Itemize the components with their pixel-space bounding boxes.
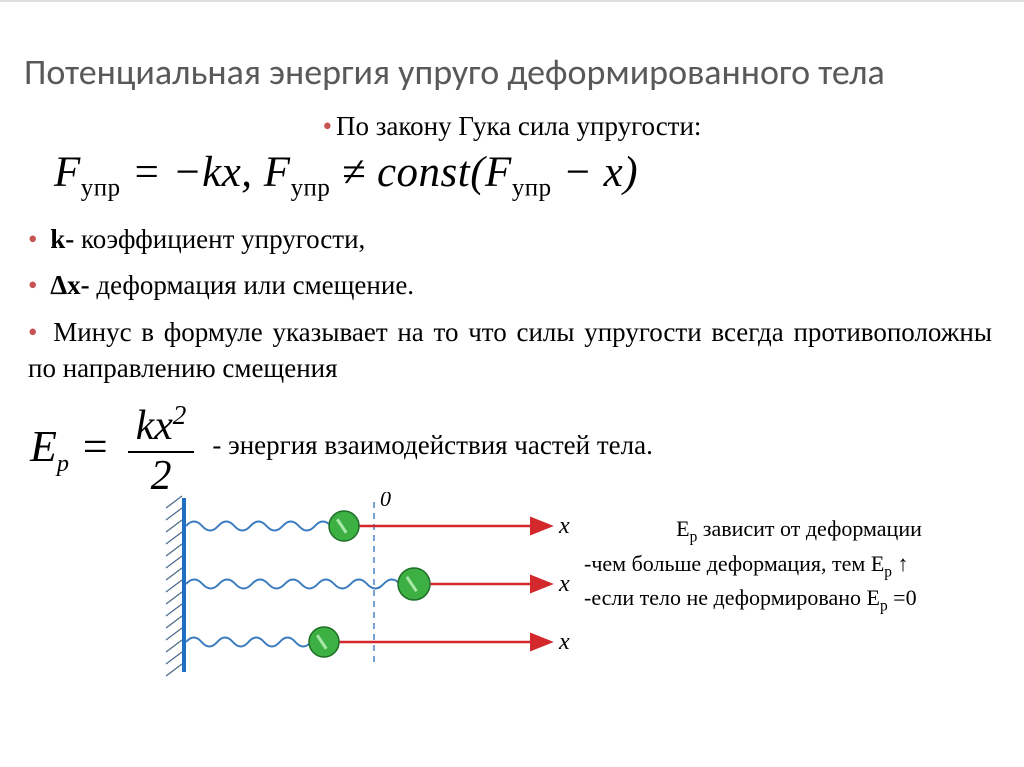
svg-text:x: x	[558, 571, 570, 597]
bullet-k: k- коэффициент упругости,	[28, 221, 1000, 257]
ep-formula: Ep = kx2 2	[30, 401, 194, 499]
subtitle: По закону Гука сила упругости:	[24, 111, 1000, 142]
ep-sub: p	[57, 450, 69, 477]
ep-description: - энергия взаимодействия частей тела.	[212, 430, 652, 469]
ep-eq: =	[80, 422, 110, 471]
lower-region: 0xxx Ер зависит от деформации -чем больш…	[24, 492, 1000, 702]
bullet-minus: Минус в формуле указывает на то что силы…	[28, 314, 992, 387]
slide-title: Потенциальная энергия упруго деформирова…	[24, 52, 1000, 93]
slide: Потенциальная энергия упруго деформирова…	[0, 0, 1024, 767]
note-line-1: Ер зависит от деформации	[584, 514, 1014, 548]
spring-diagram: 0 x x x	[154, 492, 574, 692]
right-notes: Ер зависит от деформации -чем больше деф…	[584, 514, 1014, 617]
text-dx: деформация или смещение.	[90, 270, 414, 300]
term-dx: Δx-	[50, 270, 89, 300]
ep-exp: 2	[173, 400, 187, 430]
svg-text:x: x	[558, 629, 570, 655]
ep-num: kx	[136, 403, 173, 449]
ep-row: Ep = kx2 2 - энергия взаимодействия част…	[24, 401, 1000, 499]
ep-fraction: kx2 2	[128, 401, 195, 499]
svg-text:0: 0	[380, 492, 391, 511]
hooke-formula: Fупр = −kx, Fупр ≠ const(Fупр − x)	[54, 148, 1000, 203]
text-minus: Минус в формуле указывает на то что силы…	[28, 317, 992, 383]
text-k: коэффициент упругости,	[74, 224, 365, 254]
svg-text:x: x	[558, 513, 570, 539]
note-line-3: -если тело не деформировано Ер =0	[584, 583, 1014, 617]
note-line-2: -чем больше деформация, тем Ер ↑	[584, 549, 1014, 583]
term-k: k-	[50, 224, 74, 254]
ep-lhs: E	[30, 422, 57, 471]
bullet-dx: Δx- деформация или смещение.	[28, 267, 1000, 303]
